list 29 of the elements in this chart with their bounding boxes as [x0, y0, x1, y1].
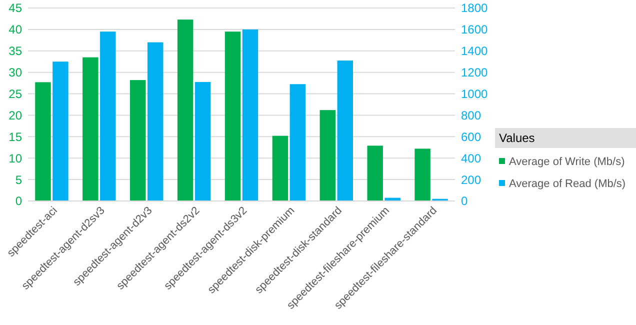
y-tick-label: 20 [8, 108, 22, 122]
y-tick-label: 10 [8, 151, 22, 166]
y-tick-label: 15 [8, 130, 22, 144]
y2-tick-label: 400 [461, 151, 482, 166]
legend-label: Average of Read (Mb/s) [509, 178, 626, 190]
legend-title: Values [499, 131, 535, 145]
bar [82, 57, 98, 201]
y2-tick-label: 0 [461, 194, 468, 208]
y2-tick-label: 800 [461, 108, 482, 122]
y2-tick-label: 200 [461, 172, 482, 187]
y-tick-label: 0 [15, 194, 22, 208]
bar [52, 62, 68, 201]
y2-tick-label: 1600 [461, 22, 488, 37]
y2-tick-label: 1400 [461, 44, 488, 58]
y-tick-label: 30 [8, 66, 22, 80]
y2-tick-label: 1000 [461, 86, 488, 101]
y-tick-label: 5 [15, 172, 22, 187]
bar [100, 32, 116, 201]
y-tick-label: 35 [8, 44, 22, 58]
y-tick-label: 45 [8, 1, 22, 16]
bar [35, 82, 51, 201]
legend-label: Average of Write (Mb/s) [509, 156, 625, 168]
y2-tick-label: 1200 [461, 66, 488, 80]
y2-tick-label: 1800 [461, 1, 488, 16]
y-tick-label: 40 [8, 22, 22, 37]
y2-tick-label: 600 [461, 130, 482, 144]
y-tick-label: 25 [8, 86, 22, 101]
bar [414, 148, 430, 201]
bar [367, 146, 383, 201]
